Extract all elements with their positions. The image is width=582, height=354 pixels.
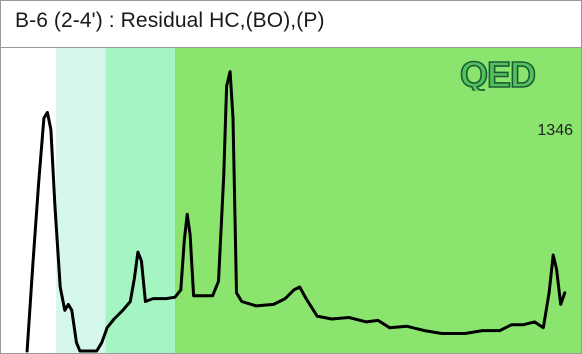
title-bar: B-6 (2-4') : Residual HC,(BO),(P) xyxy=(1,1,581,48)
chart-title: B-6 (2-4') : Residual HC,(BO),(P) xyxy=(15,9,325,32)
qed-logo: QED xyxy=(459,57,537,91)
chromatogram-chart xyxy=(1,48,581,353)
trace-layer xyxy=(25,70,567,353)
sample-number: 1346 xyxy=(537,122,573,139)
logo-text: QED xyxy=(460,57,535,91)
chart-area: QED 1346 xyxy=(1,48,581,353)
retention-band-1 xyxy=(1,48,57,353)
chromatogram-trace-1 xyxy=(25,70,567,353)
retention-band-3 xyxy=(105,48,175,353)
retention-bands xyxy=(1,48,581,353)
